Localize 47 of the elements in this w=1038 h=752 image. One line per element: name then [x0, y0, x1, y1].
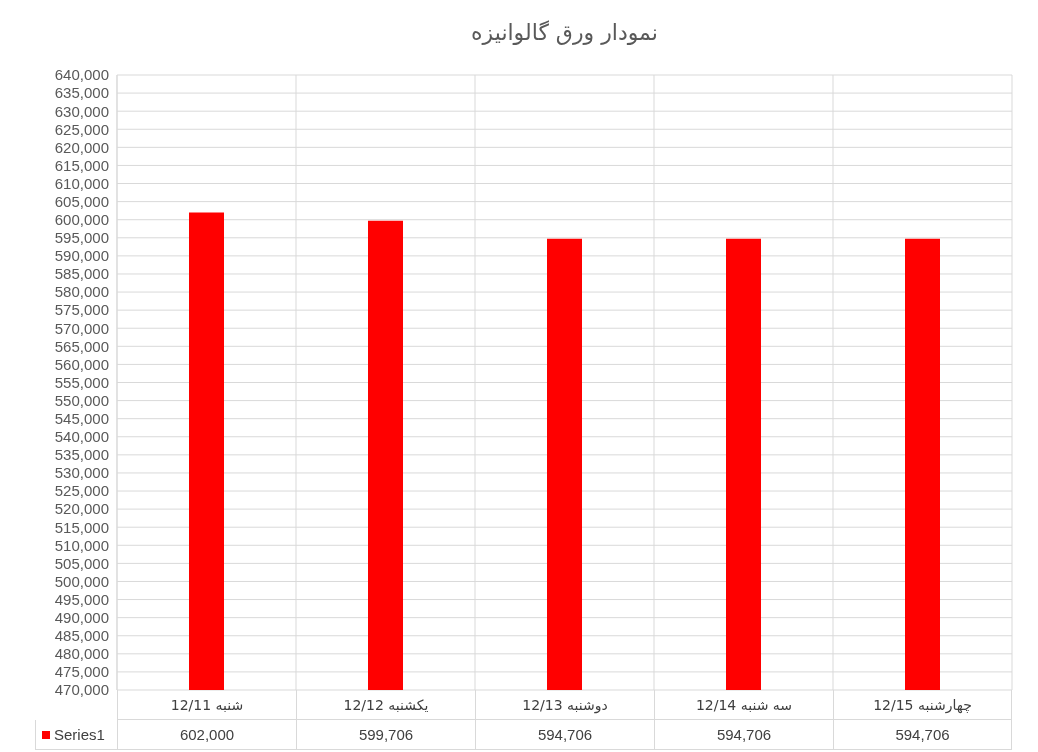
- y-tick-label: 590,000: [54, 247, 109, 265]
- y-tick-label: 510,000: [54, 536, 109, 554]
- y-tick-label: 625,000: [54, 120, 109, 138]
- y-tick-label: 475,000: [54, 663, 109, 681]
- y-tick-label: 515,000: [54, 518, 109, 536]
- y-tick-label: 560,000: [54, 355, 109, 373]
- y-tick-label: 610,000: [54, 174, 109, 192]
- y-tick-label: 595,000: [54, 229, 109, 247]
- y-tick-label: 585,000: [54, 265, 109, 283]
- y-tick-label: 620,000: [54, 138, 109, 156]
- x-tick-label: سه شنبه 12/14: [654, 690, 833, 720]
- y-tick-label: 540,000: [54, 428, 109, 446]
- y-tick-label: 605,000: [54, 192, 109, 210]
- y-tick-label: 500,000: [54, 572, 109, 590]
- y-tick-label: 630,000: [54, 102, 109, 120]
- y-tick-label: 490,000: [54, 608, 109, 626]
- y-tick-label: 550,000: [54, 391, 109, 409]
- x-tick-label: یکشنبه 12/12: [296, 690, 475, 720]
- y-tick-label: 555,000: [54, 373, 109, 391]
- x-tick-label: دوشنبه 12/13: [475, 690, 654, 720]
- data-label: 594,706: [654, 720, 833, 750]
- y-tick-label: 570,000: [54, 319, 109, 337]
- y-tick-label: 545,000: [54, 410, 109, 427]
- y-tick-label: 635,000: [54, 84, 109, 102]
- y-tick-label: 480,000: [54, 645, 109, 663]
- y-tick-label: 470,000: [54, 681, 109, 699]
- y-tick-label: 575,000: [54, 301, 109, 319]
- data-label: 594,706: [475, 720, 654, 750]
- legend-label: Series1: [54, 724, 105, 745]
- data-label: 599,706: [296, 720, 475, 750]
- x-tick-label: چهارشنبه 12/15: [833, 690, 1012, 720]
- y-tick-label: 485,000: [54, 627, 109, 645]
- y-tick-label: 535,000: [54, 446, 109, 464]
- y-tick-label: 495,000: [54, 590, 109, 608]
- data-label: 602,000: [117, 720, 296, 750]
- y-tick-label: 530,000: [54, 464, 109, 482]
- y-tick-label: 580,000: [54, 283, 109, 301]
- y-tick-label: 565,000: [54, 337, 109, 355]
- y-tick-label: 640,000: [54, 66, 109, 84]
- y-tick-label: 505,000: [54, 554, 109, 572]
- y-tick-label: 600,000: [54, 211, 109, 229]
- y-tick-label: 520,000: [54, 500, 109, 518]
- x-tick-label: شنبه 12/11: [117, 690, 296, 720]
- chart-title: نمودار ورق گالوانیزه: [470, 20, 659, 45]
- y-tick-label: 525,000: [54, 482, 109, 500]
- y-tick-label: 615,000: [54, 156, 109, 174]
- data-label: 594,706: [833, 720, 1012, 750]
